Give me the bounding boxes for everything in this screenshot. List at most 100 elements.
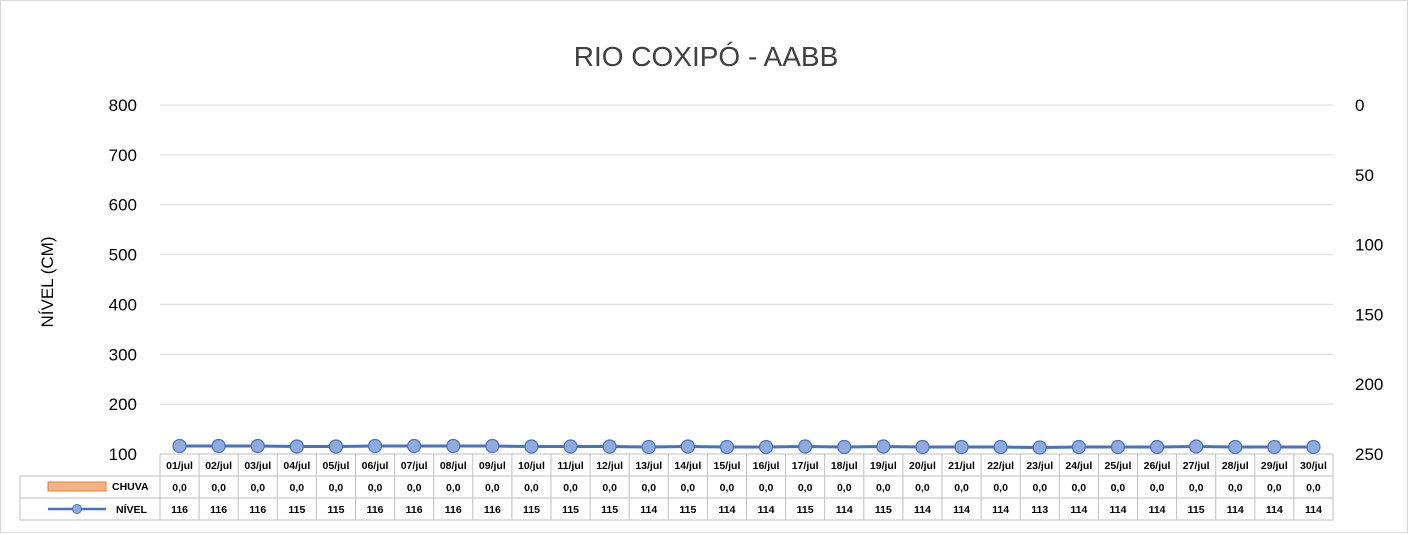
chart-title: RIO COXIPÓ - AABB	[574, 41, 839, 72]
nivel-point	[837, 439, 852, 455]
nivel-point	[1032, 440, 1047, 455]
nivel-point	[563, 439, 578, 454]
nivel-cell: 116	[406, 504, 423, 516]
gridlines	[160, 104, 1333, 405]
left-tick-label: 600	[109, 196, 137, 215]
nivel-cell: 114	[1266, 504, 1283, 516]
chuva-cell: 0,0	[602, 482, 617, 494]
category-label: 29/jul	[1261, 460, 1288, 472]
chuva-cell: 0,0	[876, 482, 891, 494]
right-axis-ticks: 0 50 100 150 200 250	[1355, 96, 1383, 464]
chuva-cell: 0,0	[759, 482, 774, 494]
chuva-cell: 0,0	[172, 482, 187, 494]
nivel-cell: 114	[1109, 504, 1126, 516]
category-label: 15/jul	[714, 460, 741, 472]
left-tick-label: 200	[109, 395, 137, 414]
nivel-cell: 116	[210, 504, 227, 516]
category-label: 16/jul	[753, 460, 780, 472]
category-label: 09/jul	[479, 460, 506, 472]
category-label: 17/jul	[792, 460, 819, 472]
nivel-cell: 116	[367, 504, 384, 516]
nivel-cell: 116	[484, 504, 501, 516]
nivel-point	[1267, 439, 1282, 455]
chuva-cell: 0,0	[329, 482, 344, 494]
nivel-point	[758, 439, 774, 455]
nivel-point	[289, 439, 304, 454]
category-label: 01/jul	[166, 460, 193, 472]
nivel-point	[954, 439, 969, 455]
chuva-cell: 0,0	[1267, 482, 1282, 494]
nivel-cell: 114	[1227, 504, 1244, 516]
category-label: 10/jul	[518, 460, 545, 472]
category-label: 11/jul	[557, 460, 583, 472]
category-label: 22/jul	[987, 460, 1014, 472]
data-table: 01/jul 02/jul 03/jul 04/jul 05/jul 06/jul 07/j…	[19, 453, 1334, 521]
nivel-point	[328, 439, 344, 454]
right-tick-label: 150	[1355, 305, 1383, 324]
chuva-cell: 0,0	[250, 482, 265, 494]
category-label: 02/jul	[205, 460, 232, 472]
chuva-cell: 0,0	[837, 482, 852, 494]
category-label: 24/jul	[1065, 460, 1092, 472]
nivel-point	[602, 439, 617, 454]
nivel-cell: 114	[1305, 504, 1322, 516]
left-tick-label: 100	[109, 445, 137, 464]
nivel-legend-label: NÍVEL	[116, 503, 148, 516]
nivel-point	[641, 439, 656, 455]
right-tick-label: 50	[1355, 166, 1374, 185]
right-tick-label: 100	[1355, 236, 1383, 255]
category-label: 05/jul	[323, 460, 350, 472]
nivel-cell: 116	[171, 504, 188, 516]
nivel-cell: 114	[914, 504, 931, 516]
nivel-cell: 114	[640, 504, 657, 516]
nivel-point	[1189, 439, 1204, 454]
chuva-cell: 0,0	[915, 482, 930, 494]
chuva-cell: 0,0	[368, 482, 383, 494]
category-label: 21/jul	[948, 460, 975, 472]
chuva-cell: 0,0	[290, 482, 305, 494]
category-label: 08/jul	[440, 460, 467, 472]
chuva-legend-label: CHUVA	[112, 481, 149, 493]
nivel-cell: 115	[875, 504, 892, 516]
nivel-cell: 115	[679, 504, 696, 516]
category-label: 03/jul	[244, 460, 271, 472]
category-label: 23/jul	[1026, 460, 1053, 472]
chuva-cell: 0,0	[485, 482, 500, 494]
nivel-cell: 115	[523, 504, 540, 516]
chuva-cell: 0,0	[954, 482, 969, 494]
category-label: 06/jul	[362, 460, 389, 472]
category-label: 14/jul	[674, 460, 701, 472]
category-label: 13/jul	[635, 460, 662, 472]
chuva-cell: 0,0	[993, 482, 1008, 494]
nivel-cell: 114	[1070, 504, 1087, 516]
chuva-cell: 0,0	[524, 482, 539, 494]
chuva-cell: 0,0	[1072, 482, 1087, 494]
nivel-point	[1306, 439, 1321, 455]
nivel-point	[1228, 439, 1243, 455]
left-tick-label: 800	[109, 96, 137, 115]
nivel-point	[1071, 439, 1086, 455]
category-label: 19/jul	[870, 460, 897, 472]
nivel-point	[446, 438, 461, 454]
category-label: 26/jul	[1144, 460, 1171, 472]
chuva-cell: 0,0	[1228, 482, 1243, 494]
y-axis-label: NÍVEL (CM)	[38, 237, 57, 328]
right-tick-label: 250	[1355, 445, 1383, 464]
right-tick-label: 200	[1355, 375, 1383, 394]
left-axis-ticks: 800 700 600 500 400 300 200 100	[109, 96, 137, 464]
chuva-cell: 0,0	[1111, 482, 1126, 494]
nivel-point	[211, 438, 226, 454]
chuva-cell: 0,0	[798, 482, 813, 494]
nivel-cell: 114	[758, 504, 775, 516]
nivel-point	[485, 438, 500, 454]
nivel-cell: 116	[249, 504, 266, 516]
chuva-legend-key	[47, 481, 107, 492]
nivel-line	[179, 444, 1314, 450]
nivel-point	[680, 439, 695, 454]
category-label: 25/jul	[1105, 460, 1132, 472]
category-label: 30/jul	[1300, 460, 1327, 472]
category-label: 04/jul	[283, 460, 310, 472]
category-label: 18/jul	[831, 460, 858, 472]
nivel-point	[719, 439, 735, 455]
